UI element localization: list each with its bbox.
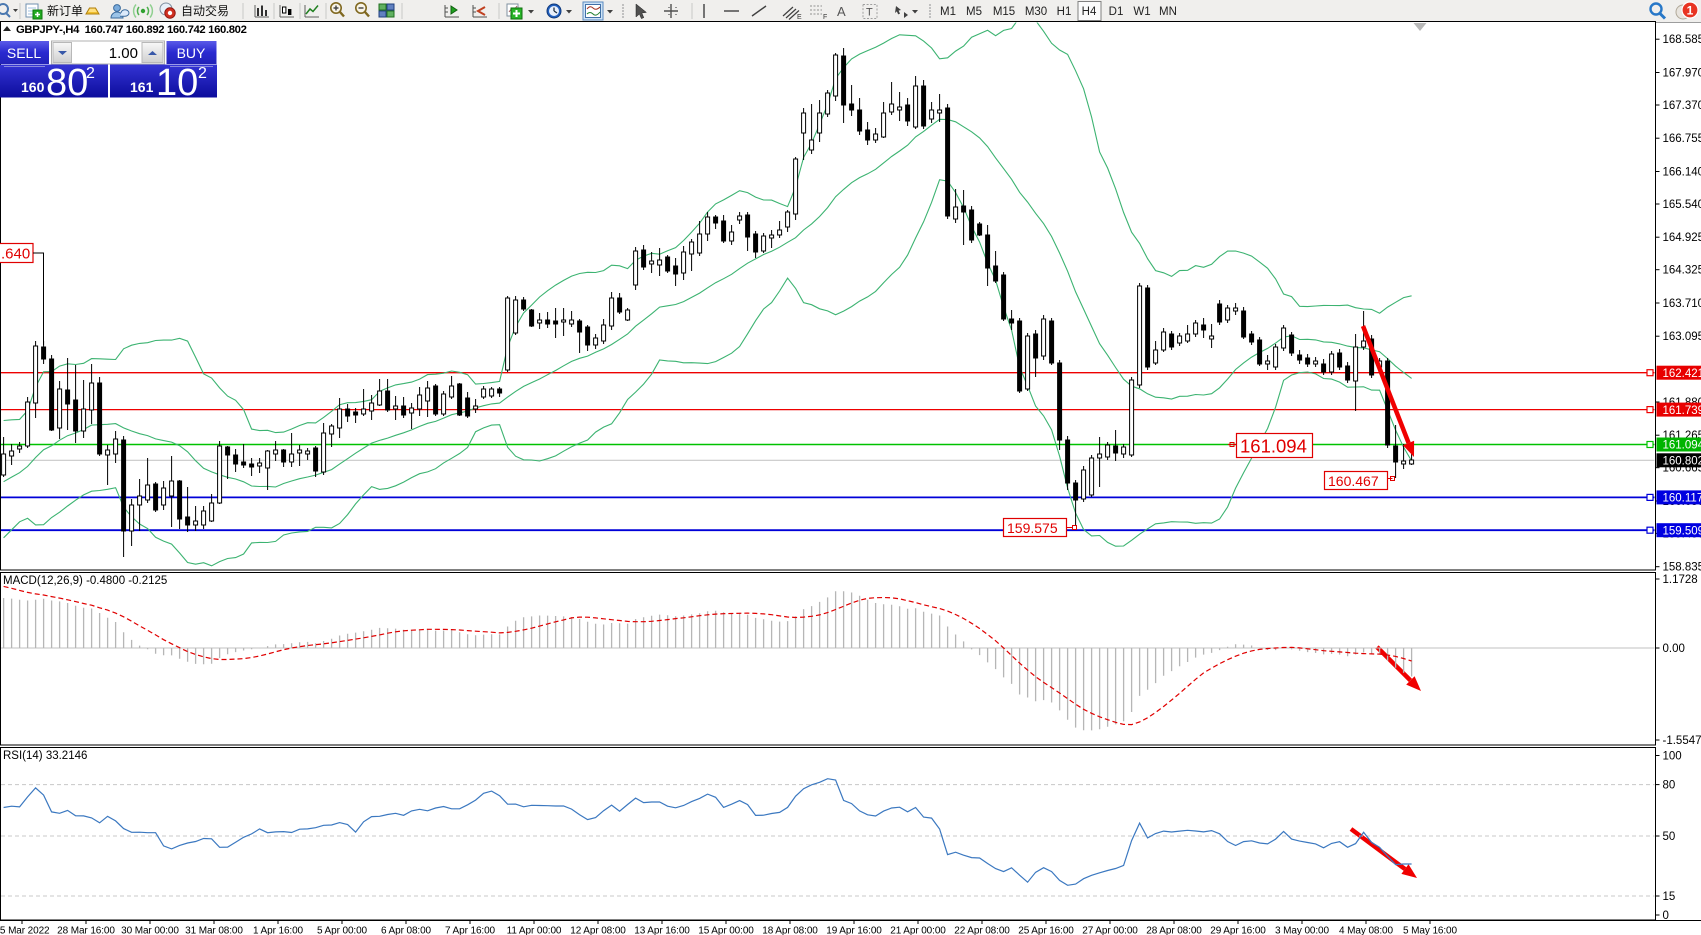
svg-text:T: T <box>866 7 873 19</box>
svg-text:13 Apr 16:00: 13 Apr 16:00 <box>634 926 690 935</box>
svg-text:164.925: 164.925 <box>1663 232 1701 244</box>
svg-text:M30: M30 <box>1025 6 1047 18</box>
svg-text:25 Apr 16:00: 25 Apr 16:00 <box>1018 926 1074 935</box>
svg-text:1.00: 1.00 <box>109 45 138 62</box>
svg-text:1: 1 <box>1687 4 1694 18</box>
svg-text:E: E <box>797 14 802 21</box>
svg-text:158.835: 158.835 <box>1663 562 1701 574</box>
svg-text:M5: M5 <box>966 6 982 18</box>
svg-text:160.117: 160.117 <box>1663 493 1701 505</box>
svg-text:W1: W1 <box>1133 6 1150 18</box>
svg-text:7 Apr 16:00: 7 Apr 16:00 <box>445 926 496 935</box>
svg-text:1.1728: 1.1728 <box>1663 574 1698 586</box>
svg-text:30 Mar 00:00: 30 Mar 00:00 <box>121 926 179 935</box>
svg-text:A: A <box>837 4 846 19</box>
svg-text:BUY: BUY <box>177 45 206 61</box>
svg-text:M1: M1 <box>940 6 956 18</box>
svg-text:22 Apr 08:00: 22 Apr 08:00 <box>954 926 1010 935</box>
svg-text:D1: D1 <box>1109 6 1124 18</box>
svg-text:GBPJPY-,H4 160.747 160.892 16: GBPJPY-,H4 160.747 160.892 160.742 160.8… <box>16 24 247 36</box>
svg-text:12 Apr 08:00: 12 Apr 08:00 <box>570 926 626 935</box>
svg-text:19 Apr 16:00: 19 Apr 16:00 <box>826 926 882 935</box>
svg-text:10: 10 <box>156 62 198 104</box>
svg-text:M15: M15 <box>993 6 1015 18</box>
svg-text:MACD(12,26,9) -0.4800 -0.2125: MACD(12,26,9) -0.4800 -0.2125 <box>3 575 167 587</box>
svg-text:29 Apr 16:00: 29 Apr 16:00 <box>1210 926 1266 935</box>
svg-text:80: 80 <box>1663 780 1676 792</box>
svg-text:新订单: 新订单 <box>47 3 83 18</box>
svg-text:159.575: 159.575 <box>1007 520 1058 536</box>
svg-text:161.094: 161.094 <box>1663 440 1701 452</box>
svg-text:SELL: SELL <box>7 45 41 61</box>
svg-text:2: 2 <box>198 65 207 82</box>
svg-text:167.370: 167.370 <box>1663 100 1701 112</box>
svg-text:0.00: 0.00 <box>1663 643 1685 655</box>
svg-text:165.540: 165.540 <box>1663 199 1701 211</box>
svg-text:25 Mar 2022: 25 Mar 2022 <box>0 926 50 935</box>
svg-text:5 Apr 00:00: 5 Apr 00:00 <box>317 926 368 935</box>
svg-text:31 Mar 08:00: 31 Mar 08:00 <box>185 926 243 935</box>
svg-text:161.739: 161.739 <box>1663 405 1701 417</box>
svg-text:159.509: 159.509 <box>1663 525 1701 537</box>
svg-text:27 Apr 00:00: 27 Apr 00:00 <box>1082 926 1138 935</box>
svg-text:RSI(14) 33.2146: RSI(14) 33.2146 <box>3 750 87 762</box>
svg-text:160.467: 160.467 <box>1328 473 1379 489</box>
svg-text:167.970: 167.970 <box>1663 68 1701 80</box>
svg-text:MN: MN <box>1159 6 1177 18</box>
svg-text:21 Apr 00:00: 21 Apr 00:00 <box>890 926 946 935</box>
svg-text:163.095: 163.095 <box>1663 331 1701 343</box>
svg-text:163.710: 163.710 <box>1663 298 1701 310</box>
svg-text:6 Apr 08:00: 6 Apr 08:00 <box>381 926 432 935</box>
svg-text:168.585: 168.585 <box>1663 34 1701 46</box>
svg-text:H1: H1 <box>1057 6 1072 18</box>
svg-text:160: 160 <box>21 79 45 95</box>
svg-text:5 May 16:00: 5 May 16:00 <box>1403 926 1457 935</box>
svg-text:11 Apr 00:00: 11 Apr 00:00 <box>507 926 562 935</box>
svg-text:162.421: 162.421 <box>1663 368 1701 380</box>
svg-text:18 Apr 08:00: 18 Apr 08:00 <box>762 926 818 935</box>
svg-text:164.325: 164.325 <box>1663 265 1701 277</box>
svg-text:161.094: 161.094 <box>1240 436 1307 457</box>
svg-text:166.755: 166.755 <box>1663 133 1701 145</box>
svg-text:28 Mar 16:00: 28 Mar 16:00 <box>57 926 115 935</box>
svg-text:100: 100 <box>1663 751 1682 763</box>
svg-text:0: 0 <box>1663 910 1669 922</box>
svg-text:自动交易: 自动交易 <box>181 3 229 18</box>
svg-text:.640: .640 <box>1 246 30 263</box>
svg-text:161: 161 <box>130 79 154 95</box>
svg-text:15 Apr 00:00: 15 Apr 00:00 <box>698 926 754 935</box>
svg-text:50: 50 <box>1663 831 1676 843</box>
svg-text:F: F <box>823 14 827 21</box>
svg-text:H4: H4 <box>1082 6 1097 18</box>
svg-text:-1.5547: -1.5547 <box>1663 735 1701 747</box>
svg-text:3 May 00:00: 3 May 00:00 <box>1275 926 1329 935</box>
svg-text:80: 80 <box>46 62 88 104</box>
svg-text:4 May 08:00: 4 May 08:00 <box>1339 926 1393 935</box>
svg-text:15: 15 <box>1663 891 1676 903</box>
svg-text:166.140: 166.140 <box>1663 167 1701 179</box>
svg-text:2: 2 <box>86 65 95 82</box>
svg-text:160.802: 160.802 <box>1663 456 1701 468</box>
svg-text:1 Apr 16:00: 1 Apr 16:00 <box>253 926 304 935</box>
svg-text:28 Apr 08:00: 28 Apr 08:00 <box>1146 926 1202 935</box>
